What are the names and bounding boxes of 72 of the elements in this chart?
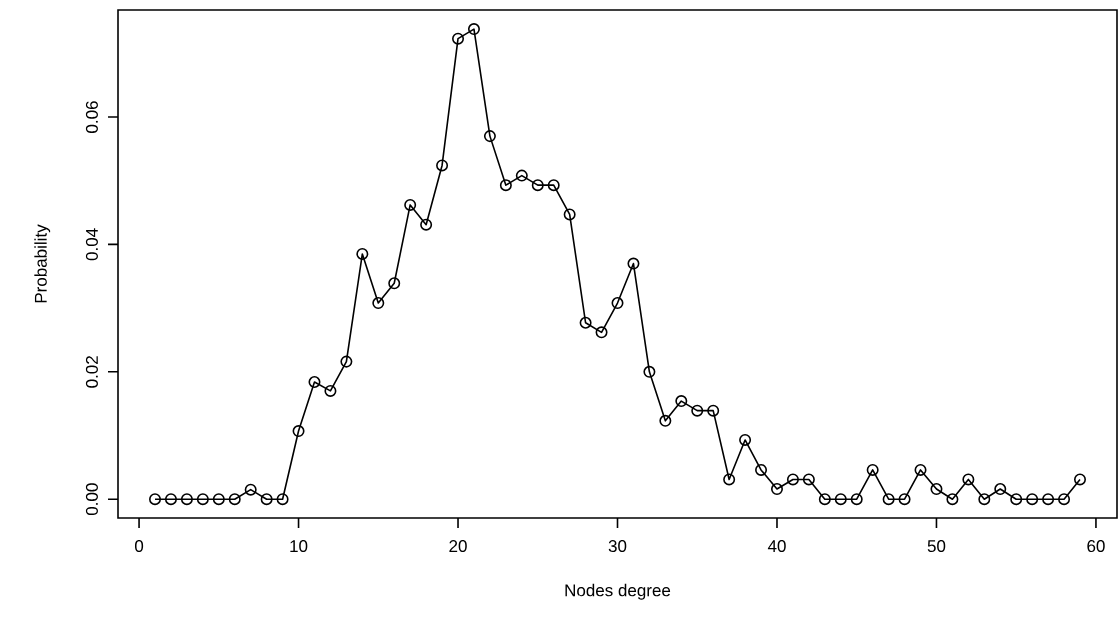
point [994,483,1007,496]
point [707,404,720,417]
x-tick-label: 30 [608,540,627,553]
point [292,425,305,438]
point [563,208,576,221]
point [882,493,895,506]
point [180,493,193,506]
x-tick-label: 10 [290,540,308,553]
point [818,493,831,506]
x-tick-label: 50 [927,540,946,553]
point [914,463,927,476]
point [420,218,433,231]
point [898,493,911,506]
point [850,493,863,506]
point [388,277,401,290]
point [1042,493,1055,506]
point [164,493,177,506]
point [483,130,496,143]
point [308,376,321,389]
point [196,493,209,506]
point [228,493,241,506]
y-tick-label: 0.00 [85,483,98,516]
point [627,257,640,270]
point [276,493,289,506]
point [1074,473,1086,486]
point [372,297,385,310]
point [547,179,560,192]
point [691,404,704,417]
x-tick-label: 0 [134,540,144,553]
point [611,297,624,310]
point [739,433,752,446]
point [340,355,353,368]
y-tick-label: 0.02 [85,356,98,388]
point [149,493,162,506]
point [866,463,879,476]
point [946,493,959,506]
point [499,179,512,192]
point [978,493,991,506]
x-tick-label: 40 [767,540,786,553]
point [755,463,768,476]
point [1010,493,1023,506]
point [659,414,672,427]
point [770,483,783,496]
point [452,32,465,45]
point [962,473,975,486]
point [723,473,736,486]
point [675,395,688,408]
point [595,326,608,339]
point [515,169,528,182]
point [467,23,480,36]
point [404,198,417,211]
point [643,365,656,378]
x-tick-label: 20 [449,540,467,553]
y-tick-label: 0.06 [85,101,98,133]
y-axis-title: Probability [34,224,51,303]
point [436,159,449,172]
point [324,384,337,397]
point [531,179,544,192]
point [356,247,369,260]
point [834,493,847,506]
x-tick-label: 60 [1087,540,1105,553]
point [260,493,273,506]
point [212,493,225,506]
point [1026,493,1039,506]
point [930,483,943,496]
point [1058,493,1071,506]
point [802,473,815,486]
point [244,483,257,496]
point [579,316,592,329]
point [786,473,799,486]
y-tick-label: 0.04 [85,228,98,261]
x-axis-title: Nodes degree [565,583,671,600]
